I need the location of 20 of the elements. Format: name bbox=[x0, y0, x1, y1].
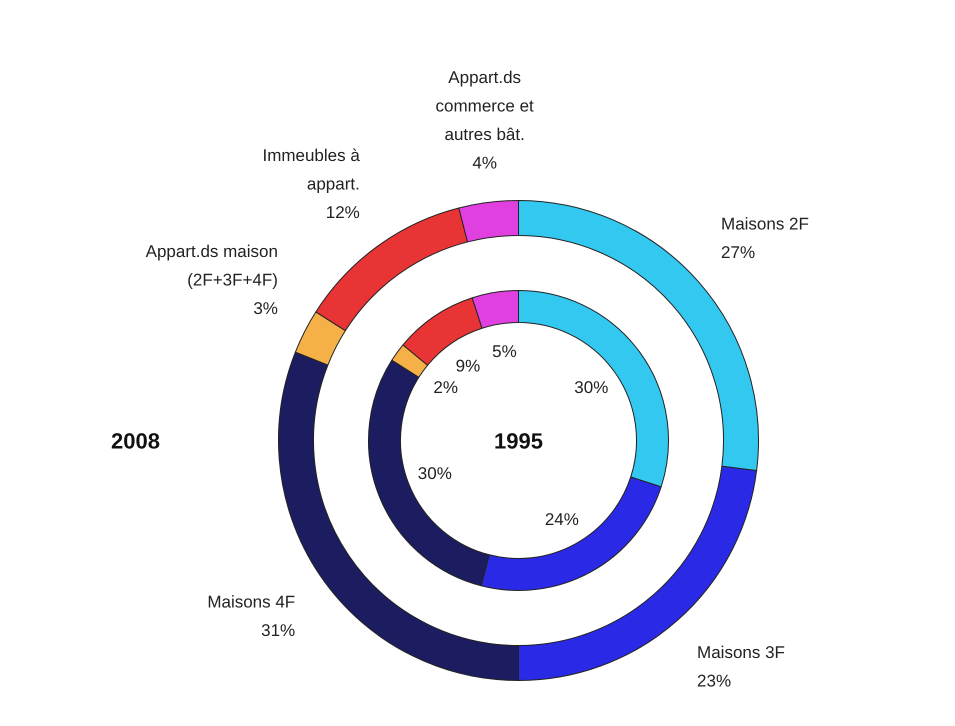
slice-label: Maisons 2F bbox=[721, 214, 809, 234]
slice-label: 1995 bbox=[494, 428, 543, 454]
data-label: 3% bbox=[253, 298, 278, 318]
data-label: 30% bbox=[418, 464, 452, 484]
data-label: 4% bbox=[472, 154, 497, 173]
data-label: 2% bbox=[433, 378, 458, 398]
data-label: 31% bbox=[261, 620, 296, 640]
slice-label: Immeubles à appart. bbox=[262, 146, 360, 194]
data-label: 9% bbox=[456, 356, 480, 376]
data-label: 27% bbox=[721, 242, 756, 262]
data-label: 30% bbox=[574, 378, 608, 398]
slice-label: Appart.ds maison (2F+3F+4F) bbox=[146, 242, 278, 290]
slice-label: Maisons 4F bbox=[207, 592, 296, 612]
slice-label: Maisons 3F bbox=[697, 643, 785, 662]
data-label: 12% bbox=[326, 203, 360, 222]
data-label: 23% bbox=[697, 672, 732, 691]
slice-label: 2008 bbox=[111, 428, 160, 454]
slice-label: Appart.ds commerce et autres bât. bbox=[436, 68, 534, 144]
data-label: 24% bbox=[544, 510, 579, 529]
data-label: 5% bbox=[492, 342, 517, 362]
